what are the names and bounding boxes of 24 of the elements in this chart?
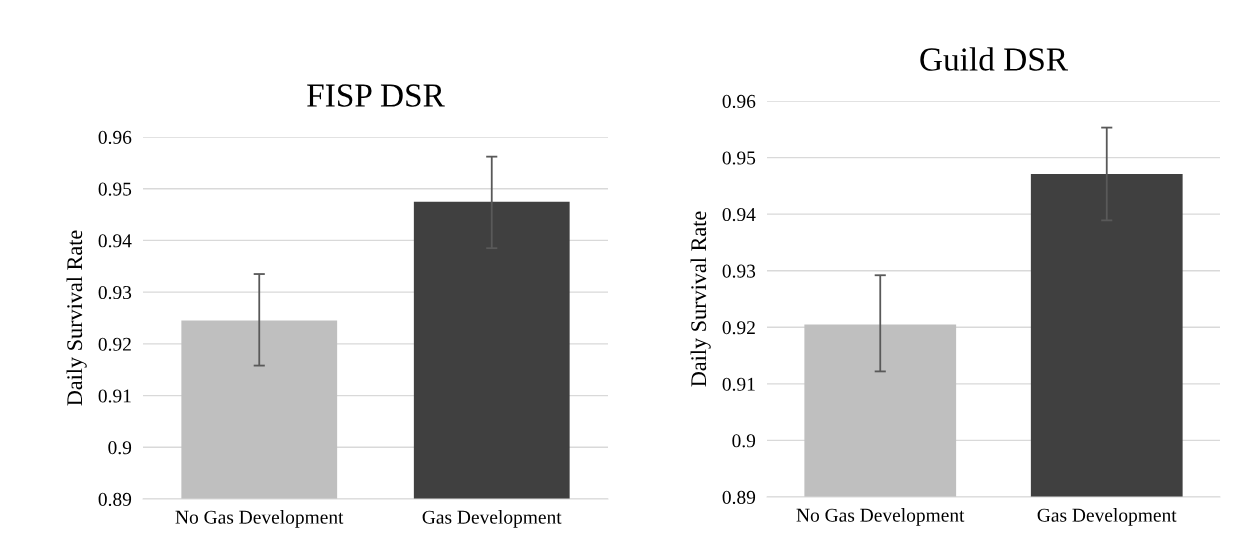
chart-title: Guild DSR (920, 47, 1068, 71)
x-tick-label: No Gas Development (796, 508, 965, 526)
y-tick-label: 0.9 (108, 441, 132, 455)
y-axis-title: Daily Survival Rate (66, 230, 87, 406)
y-tick-label: 0.92 (722, 321, 755, 335)
y-tick-label: 0.96 (722, 94, 756, 109)
y-tick-label: 0.91 (98, 389, 131, 403)
y-tick-label: 0.91 (722, 377, 755, 391)
y-tick-label: 0.94 (722, 207, 756, 222)
y-tick-label: 0.96 (98, 130, 132, 145)
y-tick-label: 0.95 (722, 151, 756, 165)
y-axis-title: Daily Survival Rate (690, 211, 711, 387)
y-tick-label: 0.94 (98, 234, 132, 248)
x-tick-label: Gas Development (1037, 508, 1177, 526)
y-tick-label: 0.89 (722, 490, 756, 505)
y-tick-label: 0.93 (722, 264, 756, 278)
y-tick-label: 0.9 (732, 434, 756, 448)
y-tick-label: 0.93 (98, 285, 132, 300)
chart-title: FISP DSR (307, 84, 445, 107)
y-tick-label: 0.92 (98, 337, 131, 351)
x-tick-label: No Gas Development (175, 510, 344, 528)
y-tick-label: 0.89 (98, 492, 132, 507)
x-tick-label: Gas Development (422, 510, 562, 528)
y-tick-label: 0.95 (98, 182, 132, 196)
